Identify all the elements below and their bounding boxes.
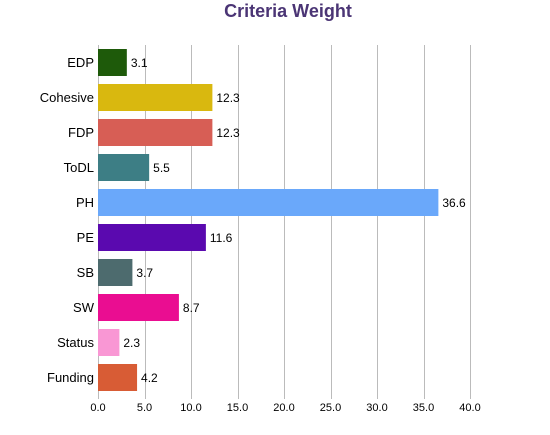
data-label: 11.6 xyxy=(210,231,233,245)
data-label: 36.6 xyxy=(442,196,466,210)
x-tick-label: 5.0 xyxy=(137,402,152,414)
x-tick-label: 25.0 xyxy=(320,402,341,414)
data-label: 5.5 xyxy=(153,161,170,175)
data-label: 4.2 xyxy=(141,371,158,385)
category-label: SB xyxy=(77,265,94,280)
x-tick-label: 35.0 xyxy=(413,402,434,414)
data-label: 2.3 xyxy=(123,336,140,350)
category-label: EDP xyxy=(67,55,94,70)
category-label: PH xyxy=(76,195,94,210)
x-tick-label: 15.0 xyxy=(227,402,248,414)
bar xyxy=(98,224,206,251)
category-label: Status xyxy=(57,335,94,350)
value-labels: 3.1 12.3 12.3 5.5 36.6 11.6 3.7 8.7 2.3 4.2 xyxy=(123,56,466,385)
data-label: 12.3 xyxy=(216,91,240,105)
data-label: 8.7 xyxy=(183,301,200,315)
x-tick-label: 10.0 xyxy=(180,402,201,414)
bar xyxy=(98,154,150,181)
chart-title: Criteria Weight xyxy=(224,1,352,21)
category-label: PE xyxy=(77,230,95,245)
x-axis-tick-labels: 0.0 5.0 10.0 15.0 20.0 25.0 30.0 35.0 40.0 xyxy=(90,402,480,414)
bar xyxy=(98,84,213,111)
bar xyxy=(98,259,133,286)
x-tick-label: 40.0 xyxy=(459,402,480,414)
bar xyxy=(98,119,213,146)
category-label: Cohesive xyxy=(40,90,94,105)
category-label: ToDL xyxy=(64,160,94,175)
category-label: FDP xyxy=(68,125,94,140)
bar xyxy=(98,189,439,216)
bar xyxy=(98,364,138,391)
x-tick-label: 20.0 xyxy=(273,402,294,414)
category-labels: EDP Cohesive FDP ToDL PH PE SB SW Status Funding xyxy=(40,55,95,385)
bars xyxy=(98,49,439,391)
x-tick-label: 0.0 xyxy=(90,402,105,414)
x-tick-label: 30.0 xyxy=(366,402,387,414)
category-label: Funding xyxy=(47,370,94,385)
bar xyxy=(98,329,120,356)
bar xyxy=(98,294,179,321)
data-label: 12.3 xyxy=(216,126,240,140)
data-label: 3.1 xyxy=(131,56,148,70)
data-label: 3.7 xyxy=(136,266,153,280)
category-label: SW xyxy=(73,300,95,315)
bar xyxy=(98,49,127,76)
